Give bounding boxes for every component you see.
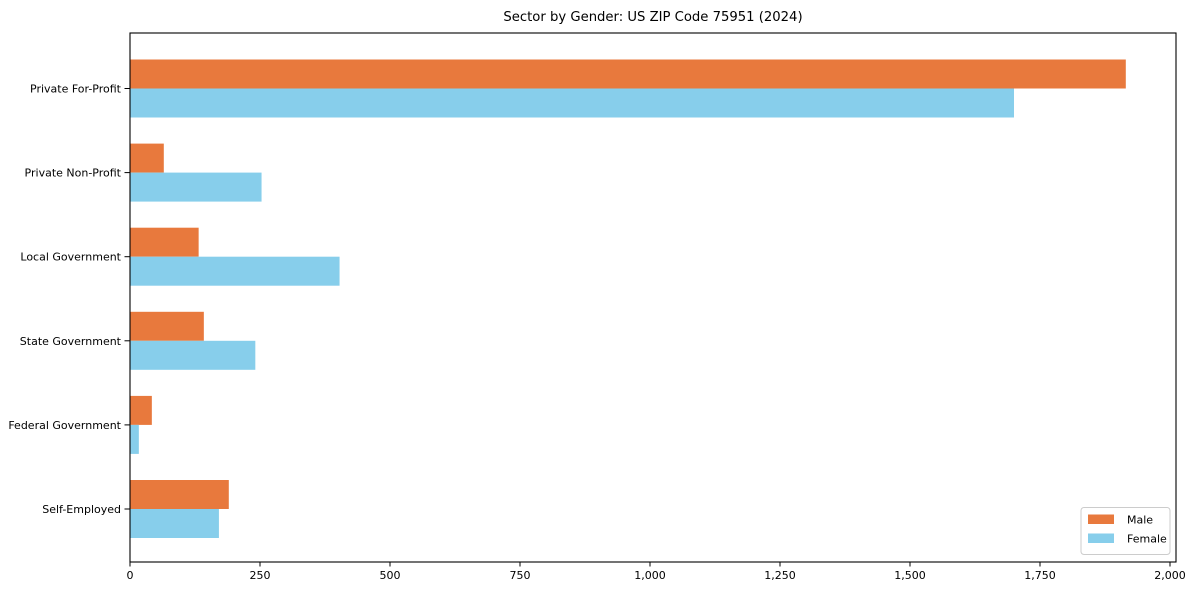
x-tick-label: 1,250 (764, 569, 796, 582)
bar-female-0 (130, 88, 1014, 118)
y-tick-label: State Government (20, 335, 122, 348)
y-tick-label: Private Non-Profit (25, 167, 122, 180)
bar-male-3 (130, 311, 204, 341)
legend-label-male: Male (1127, 514, 1153, 527)
x-tick-label: 250 (250, 569, 271, 582)
chart-title: Sector by Gender: US ZIP Code 75951 (202… (503, 10, 802, 25)
x-axis: 0 250 500 750 1,000 1,250 1,500 1,750 2,000 (127, 562, 1186, 582)
bar-female-3 (130, 340, 256, 370)
bar-female-4 (130, 424, 139, 454)
bar-female-2 (130, 256, 340, 286)
legend: Male Female (1080, 507, 1171, 555)
bar-female-1 (130, 172, 262, 202)
x-tick-label: 1,750 (1024, 569, 1056, 582)
y-tick-label: Self-Employed (42, 503, 121, 516)
bars-layer (130, 59, 1126, 538)
legend-swatch-female-icon (1088, 533, 1114, 543)
legend-swatch-male-icon (1088, 514, 1114, 524)
y-tick-label: Local Government (20, 251, 121, 264)
y-tick-label: Federal Government (8, 419, 121, 432)
x-tick-label: 750 (510, 569, 531, 582)
bar-male-5 (130, 480, 229, 509)
bar-male-2 (130, 227, 199, 257)
bar-male-0 (130, 59, 1126, 89)
y-axis: Private For-Profit Private Non-Profit Loca… (8, 83, 130, 516)
bar-male-1 (130, 143, 164, 173)
x-tick-label: 1,000 (634, 569, 666, 582)
y-tick-label: Private For-Profit (30, 83, 122, 96)
bar-male-4 (130, 395, 152, 425)
bar-female-5 (130, 509, 219, 538)
legend-label-female: Female (1127, 533, 1167, 546)
plot-border (129, 32, 1177, 563)
x-tick-label: 0 (127, 569, 134, 582)
x-tick-label: 2,000 (1154, 569, 1186, 582)
x-tick-label: 1,500 (894, 569, 926, 582)
x-tick-label: 500 (380, 569, 401, 582)
